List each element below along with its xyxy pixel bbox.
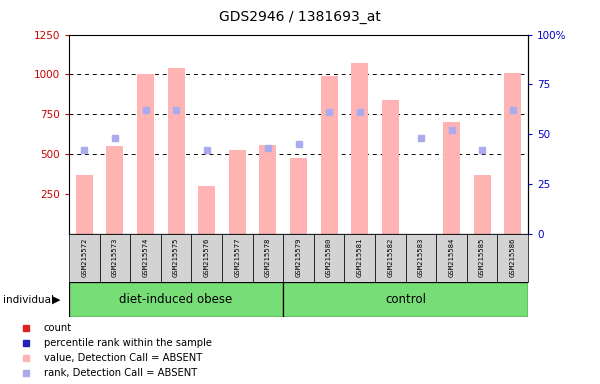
Bar (375, 234, 406, 282)
Text: GDS2946 / 1381693_at: GDS2946 / 1381693_at (219, 10, 381, 23)
Bar (229, 150, 246, 234)
Text: GSM215574: GSM215574 (143, 238, 149, 278)
Bar (314, 234, 344, 282)
Text: GSM215580: GSM215580 (326, 238, 332, 278)
Bar (161, 234, 191, 282)
Text: GSM215585: GSM215585 (479, 238, 485, 278)
Text: GSM215572: GSM215572 (82, 238, 88, 278)
Bar (76, 175, 93, 234)
Bar (443, 122, 460, 234)
Bar (100, 234, 130, 282)
Text: control: control (385, 293, 426, 306)
Text: GSM215579: GSM215579 (296, 238, 302, 278)
Text: count: count (44, 323, 72, 333)
Bar (283, 234, 314, 282)
Bar (436, 234, 467, 282)
Text: GSM215573: GSM215573 (112, 238, 118, 278)
Bar (290, 157, 307, 234)
Bar (198, 185, 215, 234)
Bar (259, 145, 277, 234)
Text: individual: individual (3, 295, 54, 305)
Bar (406, 234, 436, 282)
Text: ▶: ▶ (52, 295, 60, 305)
Text: GSM215578: GSM215578 (265, 238, 271, 278)
Text: GSM215582: GSM215582 (388, 238, 394, 278)
Bar (497, 234, 528, 282)
Text: percentile rank within the sample: percentile rank within the sample (44, 338, 212, 348)
Text: GSM215575: GSM215575 (173, 238, 179, 278)
Bar (344, 234, 375, 282)
Text: GSM215576: GSM215576 (204, 238, 210, 278)
Text: diet-induced obese: diet-induced obese (119, 293, 233, 306)
Bar (253, 234, 283, 282)
Bar (191, 234, 222, 282)
Bar (130, 234, 161, 282)
Text: GSM215584: GSM215584 (449, 238, 455, 278)
Text: value, Detection Call = ABSENT: value, Detection Call = ABSENT (44, 353, 202, 363)
Text: GSM215581: GSM215581 (356, 238, 362, 278)
Bar (137, 74, 154, 234)
Bar (382, 100, 399, 234)
Text: rank, Detection Call = ABSENT: rank, Detection Call = ABSENT (44, 368, 197, 378)
Bar (167, 68, 185, 234)
Bar (473, 175, 491, 234)
Bar (504, 73, 521, 234)
Bar (467, 234, 497, 282)
Text: GSM215586: GSM215586 (509, 238, 515, 278)
Bar (222, 234, 253, 282)
Bar (69, 282, 283, 317)
Text: GSM215583: GSM215583 (418, 238, 424, 278)
Bar (69, 234, 100, 282)
Text: GSM215577: GSM215577 (235, 238, 240, 278)
Bar (283, 282, 528, 317)
Bar (351, 63, 368, 234)
Bar (320, 76, 338, 234)
Bar (106, 146, 124, 234)
